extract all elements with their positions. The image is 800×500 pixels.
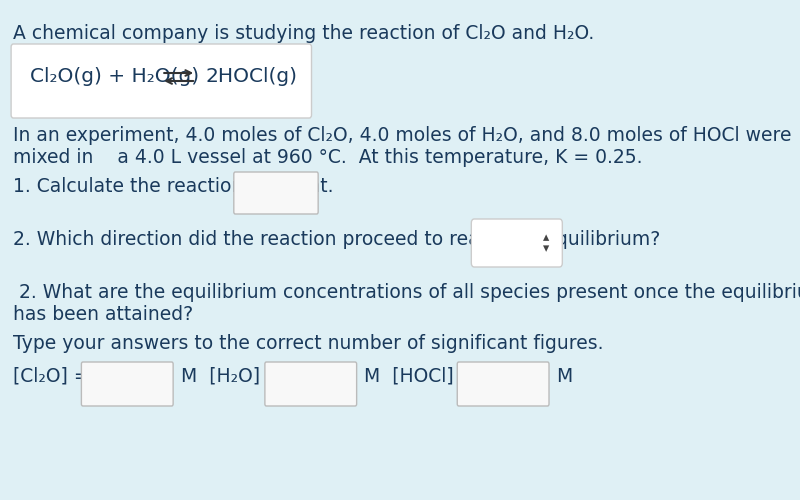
FancyBboxPatch shape xyxy=(471,219,562,267)
Text: M  [HOCl] =: M [HOCl] = xyxy=(364,367,475,386)
Text: ▴
▾: ▴ ▾ xyxy=(543,231,549,255)
FancyBboxPatch shape xyxy=(11,44,311,118)
Text: In an experiment, 4.0 moles of Cl₂O, 4.0 moles of H₂O, and 8.0 moles of HOCl wer: In an experiment, 4.0 moles of Cl₂O, 4.0… xyxy=(14,126,792,145)
Text: Cl₂O(g) + H₂O(g): Cl₂O(g) + H₂O(g) xyxy=(30,66,198,86)
Text: mixed in    a 4.0 L vessel at 960 °C.  At this temperature, K⁣ = 0.25.: mixed in a 4.0 L vessel at 960 °C. At th… xyxy=(14,148,643,167)
Text: A chemical company is studying the reaction of Cl₂O and H₂O.: A chemical company is studying the react… xyxy=(14,24,594,43)
FancyBboxPatch shape xyxy=(82,362,173,406)
Text: [Cl₂O] =: [Cl₂O] = xyxy=(14,367,90,386)
Text: 2. Which direction did the reaction proceed to reach the equilibrium?: 2. Which direction did the reaction proc… xyxy=(14,230,661,249)
Text: M  [H₂O] =: M [H₂O] = xyxy=(181,367,282,386)
FancyBboxPatch shape xyxy=(458,362,549,406)
FancyBboxPatch shape xyxy=(265,362,357,406)
Text: has been attained?: has been attained? xyxy=(14,305,194,324)
Text: M: M xyxy=(556,367,572,386)
Text: Type your answers to the correct number of significant figures.: Type your answers to the correct number … xyxy=(14,334,604,353)
Text: 2. What are the equilibrium concentrations of all species present once the equil: 2. What are the equilibrium concentratio… xyxy=(14,283,800,302)
Text: 1. Calculate the reaction quotient.: 1. Calculate the reaction quotient. xyxy=(14,177,334,196)
Text: 2HOCl(g): 2HOCl(g) xyxy=(206,66,298,86)
FancyBboxPatch shape xyxy=(234,172,318,214)
